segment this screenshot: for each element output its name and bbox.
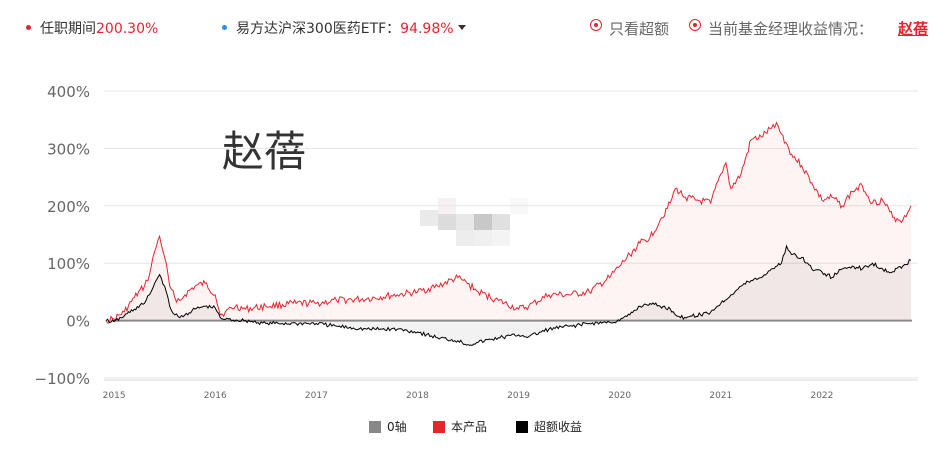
y-tick-label: 400%: [47, 83, 90, 101]
x-axis: 2015 2016 2017 2018 2019 2020 2021 2022: [103, 379, 918, 401]
tenure-value: 200.30%: [96, 21, 159, 37]
series-area-excess: [106, 246, 911, 346]
x-tick-label: 2015: [103, 391, 126, 401]
benchmark-value: 94.98%: [400, 21, 454, 37]
only-excess-radio-icon[interactable]: [590, 19, 602, 31]
chart-header: 任职期间200.30% 易方达沪深300医药ETF：94.98% 只看超额 当前…: [0, 16, 944, 38]
tenure-legend[interactable]: 任职期间200.30%: [40, 18, 158, 38]
legend-item-zero-axis[interactable]: 0轴: [369, 418, 407, 435]
y-tick-label: 300%: [47, 140, 90, 158]
series-area-product: [106, 122, 911, 323]
y-tick-label: −100%: [35, 370, 90, 388]
legend-swatch-zero-axis: [369, 421, 381, 433]
y-tick-label: 0%: [66, 313, 90, 331]
y-tick-label: 100%: [47, 255, 90, 273]
current-manager-radio-icon[interactable]: [689, 19, 701, 31]
x-tick-label: 2017: [305, 391, 328, 401]
x-tick-label: 2016: [204, 391, 227, 401]
legend-item-excess[interactable]: 超额收益: [516, 418, 582, 435]
series-line-product: [105, 121, 912, 324]
x-tick-label: 2022: [810, 391, 833, 401]
legend-item-product[interactable]: 本产品: [433, 418, 487, 435]
x-tick-label: 2019: [507, 391, 530, 401]
current-manager-label: 当前基金经理收益情况：: [708, 20, 874, 38]
benchmark-selector[interactable]: 易方达沪深300医药ETF：94.98%: [236, 18, 466, 38]
legend-label-zero-axis: 0轴: [387, 420, 407, 434]
series-lines: [105, 121, 912, 346]
series-areas: [106, 122, 911, 346]
tenure-label: 任职期间: [40, 21, 96, 37]
x-tick-label: 2021: [709, 391, 732, 401]
legend-swatch-product: [433, 421, 445, 433]
x-tick-label: 2018: [406, 391, 429, 401]
current-manager-name[interactable]: 赵蓓: [898, 20, 929, 38]
grid-lines: [104, 90, 918, 379]
chevron-down-icon[interactable]: [457, 25, 466, 30]
legend-label-excess: 超额收益: [534, 420, 583, 434]
only-excess-label[interactable]: 只看超额: [609, 20, 670, 38]
tenure-dot-icon: [26, 25, 31, 30]
y-axis-ticks: 400% 300% 200% 100% 0% −100%: [35, 83, 90, 388]
legend-swatch-excess: [516, 421, 528, 433]
y-tick-label: 200%: [47, 198, 90, 216]
manager-watermark: 赵蓓: [222, 127, 307, 176]
blurred-logo: [420, 198, 528, 246]
legend-label-product: 本产品: [451, 420, 488, 434]
benchmark-dot-icon: [222, 25, 227, 30]
series-line-excess: [105, 244, 912, 346]
x-tick-label: 2020: [608, 391, 631, 401]
benchmark-label: 易方达沪深300医药ETF：: [236, 21, 401, 37]
